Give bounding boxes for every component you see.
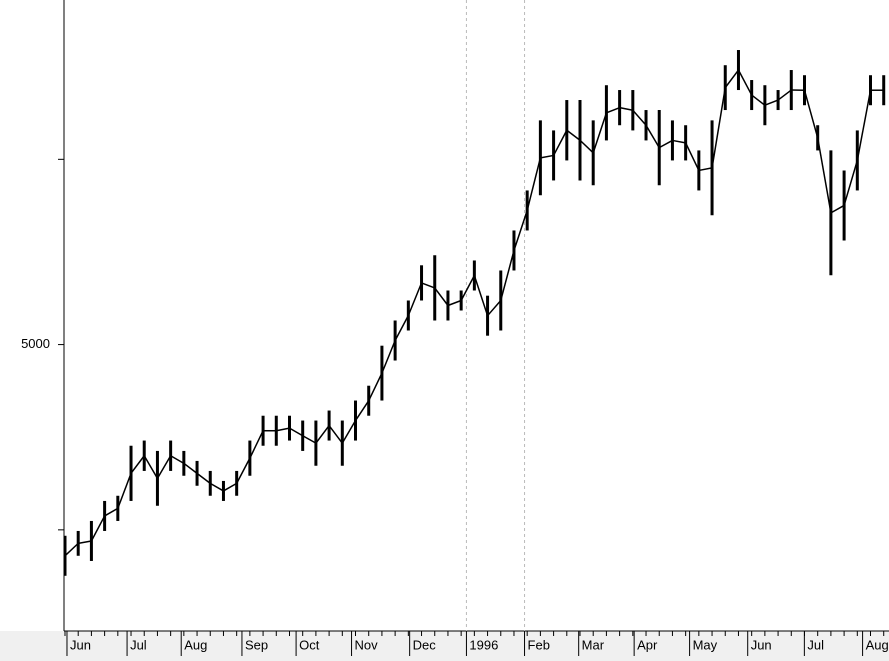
x-tick-label: Dec [413, 637, 437, 652]
range-link [724, 69, 740, 89]
range-link [368, 372, 383, 402]
x-tick-label: Feb [528, 637, 550, 652]
range-link [104, 507, 119, 517]
range-link [843, 160, 859, 206]
range-link [341, 420, 357, 444]
range-link [328, 425, 343, 444]
range-link [619, 106, 633, 111]
x-axis-band [0, 631, 889, 661]
range-link [354, 400, 370, 421]
range-link [434, 287, 449, 306]
range-link [486, 300, 502, 317]
range-link [526, 157, 542, 211]
range-link [407, 282, 423, 316]
range-link [737, 69, 753, 96]
range-link [394, 315, 409, 341]
range-link [816, 137, 832, 213]
range-link [592, 112, 608, 154]
range-link [236, 457, 251, 484]
range-link [117, 473, 132, 509]
x-tick-label: Jul [130, 637, 147, 652]
x-tick-label: Aug [184, 637, 207, 652]
range-link [751, 94, 766, 106]
range-link [632, 109, 647, 126]
range-link [540, 154, 554, 159]
x-tick-label: May [693, 637, 718, 652]
range-link [500, 250, 515, 301]
range-link [156, 455, 172, 479]
range-link [473, 275, 489, 316]
range-link [183, 462, 198, 474]
range-link [672, 139, 686, 144]
range-link [276, 427, 290, 432]
range-link [90, 515, 106, 542]
range-link [315, 425, 330, 444]
range-link [302, 435, 317, 444]
range-link [856, 90, 872, 161]
range-link [777, 89, 792, 101]
range-link [711, 87, 726, 168]
range-link [289, 427, 304, 437]
range-link [658, 139, 673, 149]
x-tick-label: Jun [751, 637, 772, 652]
range-link [645, 124, 660, 149]
range-link [209, 482, 224, 492]
x-tick-label: Oct [299, 637, 320, 652]
range-link [460, 275, 476, 301]
range-link [249, 430, 264, 459]
range-link [143, 455, 159, 479]
range-link [381, 340, 396, 374]
range-link [196, 472, 211, 484]
range-link [566, 129, 581, 141]
y-tick-label: 5000 [21, 336, 50, 351]
x-tick-label: 1996 [469, 637, 498, 652]
x-tick-label: Nov [355, 637, 379, 652]
range-link [684, 142, 700, 171]
x-tick-label: Jun [70, 637, 91, 652]
range-link [513, 210, 528, 251]
range-link [64, 542, 79, 557]
x-tick-label: Jul [807, 637, 824, 652]
range-link [579, 139, 594, 154]
range-link [223, 482, 238, 492]
range-link [698, 167, 713, 172]
range-link [170, 455, 185, 464]
range-link [830, 204, 845, 214]
x-tick-label: Sep [245, 637, 268, 652]
x-tick-label: Aug [866, 637, 889, 652]
x-tick-label: Mar [582, 637, 605, 652]
range-link [606, 106, 620, 114]
range-link [421, 282, 436, 289]
range-link [447, 299, 462, 307]
range-link [78, 540, 92, 545]
x-tick-label: Apr [637, 637, 658, 652]
range-link [130, 455, 145, 474]
range-link [552, 129, 568, 156]
range-link [803, 90, 819, 139]
range-link [764, 99, 779, 106]
